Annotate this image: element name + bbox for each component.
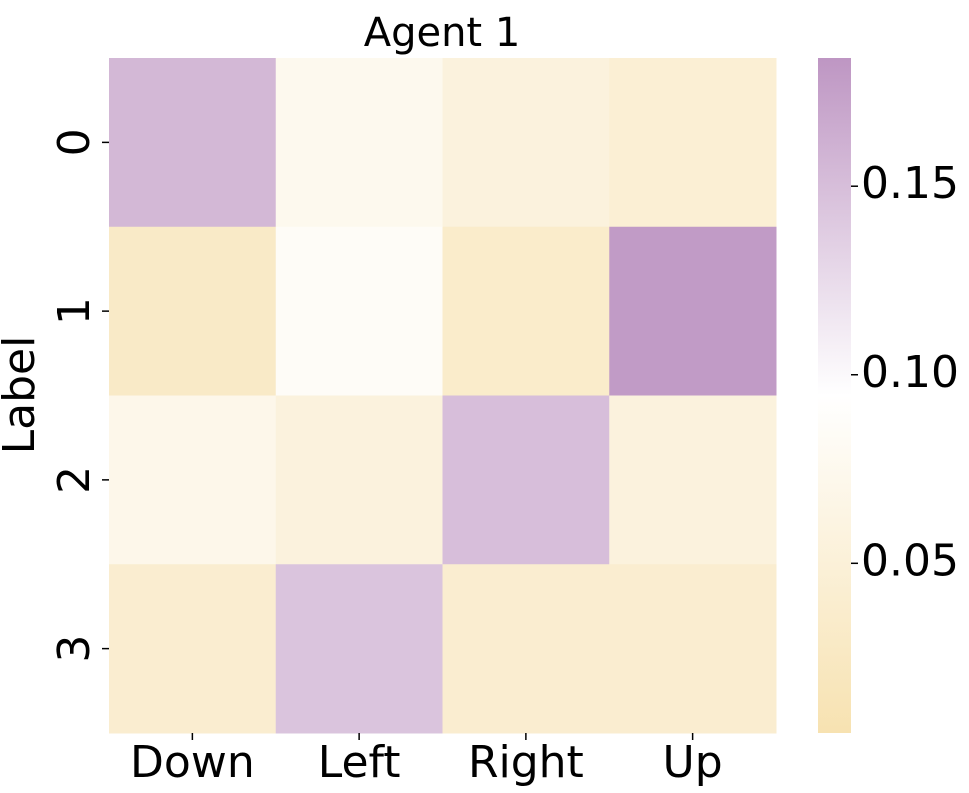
colorbar-tick-label: 0.15 [861,158,959,209]
y-tick-label: 0 [49,128,100,156]
heatmap-cell [109,564,277,734]
y-tick-label: 2 [49,466,100,494]
heatmap-cell [275,226,443,396]
y-tick-label: 3 [49,635,100,663]
x-tick-label: Right [468,737,584,788]
heatmap-cell [109,226,277,396]
heatmap-cell [275,58,443,228]
heatmap-cell [609,58,777,228]
chart-title: Agent 1 [364,10,521,56]
heatmap-cell [109,395,277,565]
heatmap-cell [442,58,610,228]
heatmap-cell [275,564,443,734]
heatmap-cell [109,58,277,228]
x-tick-label: Up [663,737,723,788]
heatmap-cell [442,226,610,396]
colorbar-tick-label: 0.10 [861,347,959,398]
heatmap-cell [275,395,443,565]
heatmap-cell [609,226,777,396]
x-tick-label: Left [318,737,401,788]
colorbar [818,58,851,733]
x-tick-label: Down [130,737,255,788]
colorbar-tick-label: 0.05 [861,535,959,586]
heatmap-cell [442,395,610,565]
y-tick-label: 1 [49,297,100,325]
heatmap-cell [609,395,777,565]
heatmap-cell [442,564,610,734]
heatmap-cell [609,564,777,734]
y-axis-label: Label [0,336,45,455]
